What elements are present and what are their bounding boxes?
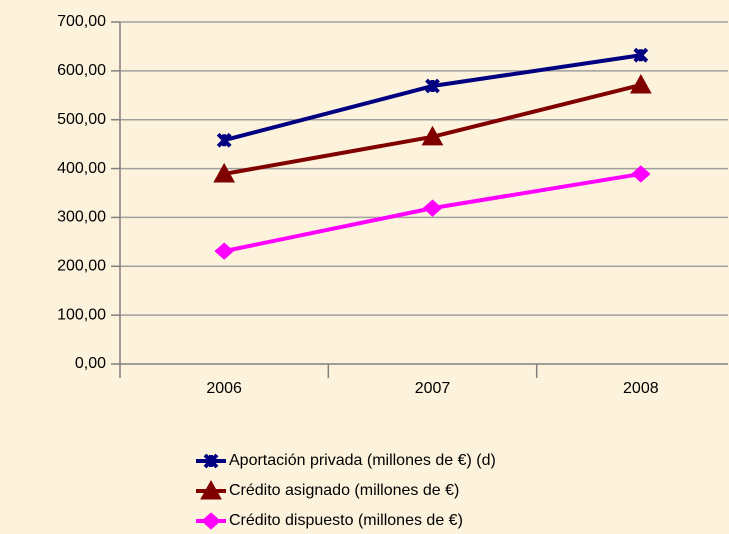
legend-label: Aportación privada (millones de €) (d) (229, 452, 496, 469)
legend-marker (201, 512, 221, 530)
y-tick-label: 600,00 (57, 62, 106, 79)
y-tick-label: 0,00 (75, 355, 106, 372)
point (631, 165, 651, 183)
x-tick-label: 2006 (206, 380, 242, 397)
y-tick-label: 200,00 (57, 258, 106, 275)
x-tick-label: 2008 (623, 380, 659, 397)
y-tick-label: 300,00 (57, 209, 106, 226)
legend-label: Crédito dispuesto (millones de €) (229, 512, 463, 529)
point (422, 199, 443, 217)
y-tick-label: 500,00 (57, 111, 106, 128)
point (629, 73, 652, 94)
x-tick-label: 2007 (415, 380, 451, 397)
point (216, 132, 232, 148)
legend-marker (203, 453, 219, 469)
point (633, 47, 649, 63)
point (214, 242, 234, 260)
y-tick-label: 400,00 (57, 160, 106, 177)
point (213, 162, 236, 183)
legend-label: Crédito asignado (millones de €) (229, 482, 459, 499)
y-tick-label: 100,00 (57, 306, 106, 323)
point (425, 78, 440, 94)
legend-marker (200, 479, 222, 500)
point (421, 125, 444, 146)
y-tick-label: 700,00 (57, 13, 106, 30)
